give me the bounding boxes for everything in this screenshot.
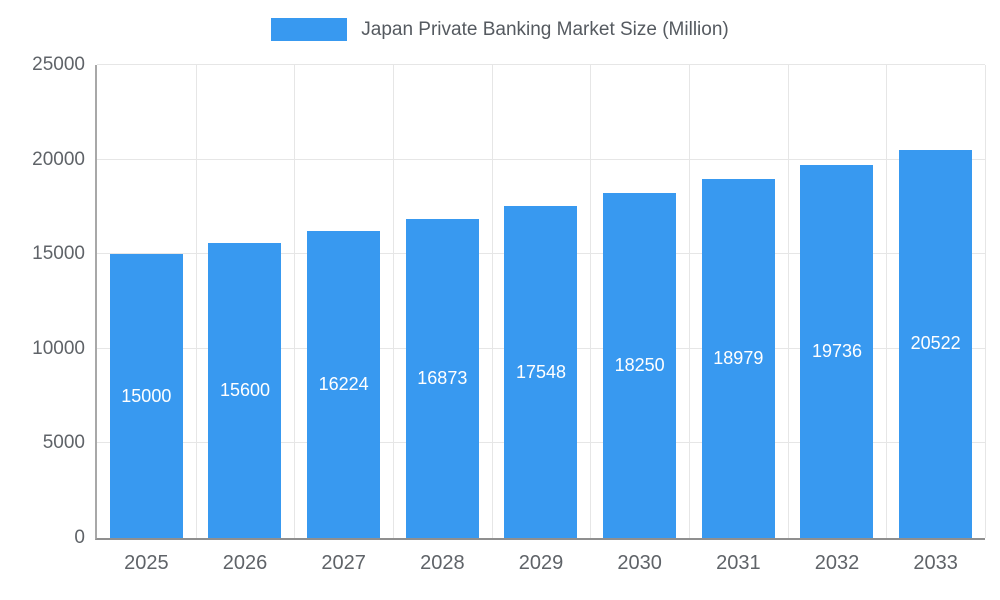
bar-value-label: 20522 <box>910 333 961 354</box>
v-gridline <box>985 65 986 538</box>
bar-value-label: 19736 <box>811 340 863 361</box>
y-tick-label: 5000 <box>42 432 85 454</box>
legend-swatch <box>271 18 348 41</box>
bar-value-label: 18250 <box>614 354 665 375</box>
bar-value-label: 15600 <box>219 379 271 400</box>
bar-value-label: 16224 <box>318 374 369 395</box>
y-tick-label: 25000 <box>32 54 85 75</box>
legend[interactable]: Japan Private Banking Market Size (Milli… <box>0 18 1000 41</box>
x-tick-label: 2029 <box>518 552 564 574</box>
v-gridline <box>491 65 493 538</box>
bar-value-label: 18979 <box>713 347 764 368</box>
x-tick-label: 2025 <box>124 552 169 574</box>
x-tick-label: 2028 <box>420 552 465 574</box>
v-gridline <box>590 65 592 538</box>
y-tick-label: 15000 <box>32 243 85 265</box>
v-gridline <box>392 65 394 538</box>
v-gridline <box>886 65 888 538</box>
x-tick-label: 2027 <box>321 552 366 574</box>
y-tick-label: 0 <box>74 527 85 548</box>
legend-label: Japan Private Banking Market Size (Milli… <box>361 18 729 40</box>
bar-2031[interactable]: 18979 <box>701 178 775 538</box>
x-tick-label: 2033 <box>913 552 958 574</box>
h-gridline <box>97 158 985 160</box>
bar-value-label: 15000 <box>121 385 172 406</box>
x-tick-label: 2031 <box>716 552 761 574</box>
y-tick-label: 10000 <box>32 337 85 359</box>
y-tick-label: 20000 <box>32 148 85 170</box>
v-gridline <box>195 65 197 538</box>
h-gridline <box>97 64 985 65</box>
bar-2028[interactable]: 16873 <box>405 218 479 538</box>
x-tick-label: 2030 <box>617 552 662 574</box>
bar-2029[interactable]: 17548 <box>504 206 578 538</box>
x-tick-label: 2032 <box>814 552 860 574</box>
plot-area: 0 5000 10000 15000 20000 25000 15000 2025 15600 2… <box>32 54 986 574</box>
bar-2032[interactable]: 19736 <box>800 164 874 538</box>
bar-2030[interactable]: 18250 <box>603 192 677 538</box>
bar-2027[interactable]: 16224 <box>307 231 381 538</box>
x-tick-label: 2026 <box>222 552 268 574</box>
v-gridline <box>787 65 789 538</box>
bar-2033[interactable]: 20522 <box>899 149 973 538</box>
bar-2026[interactable]: 15600 <box>208 242 282 538</box>
bar-value-label: 16873 <box>417 367 468 388</box>
v-gridline <box>688 65 690 538</box>
bar-2025[interactable]: 15000 <box>109 254 183 538</box>
v-gridline <box>294 65 296 538</box>
bar-value-label: 17548 <box>515 361 567 382</box>
